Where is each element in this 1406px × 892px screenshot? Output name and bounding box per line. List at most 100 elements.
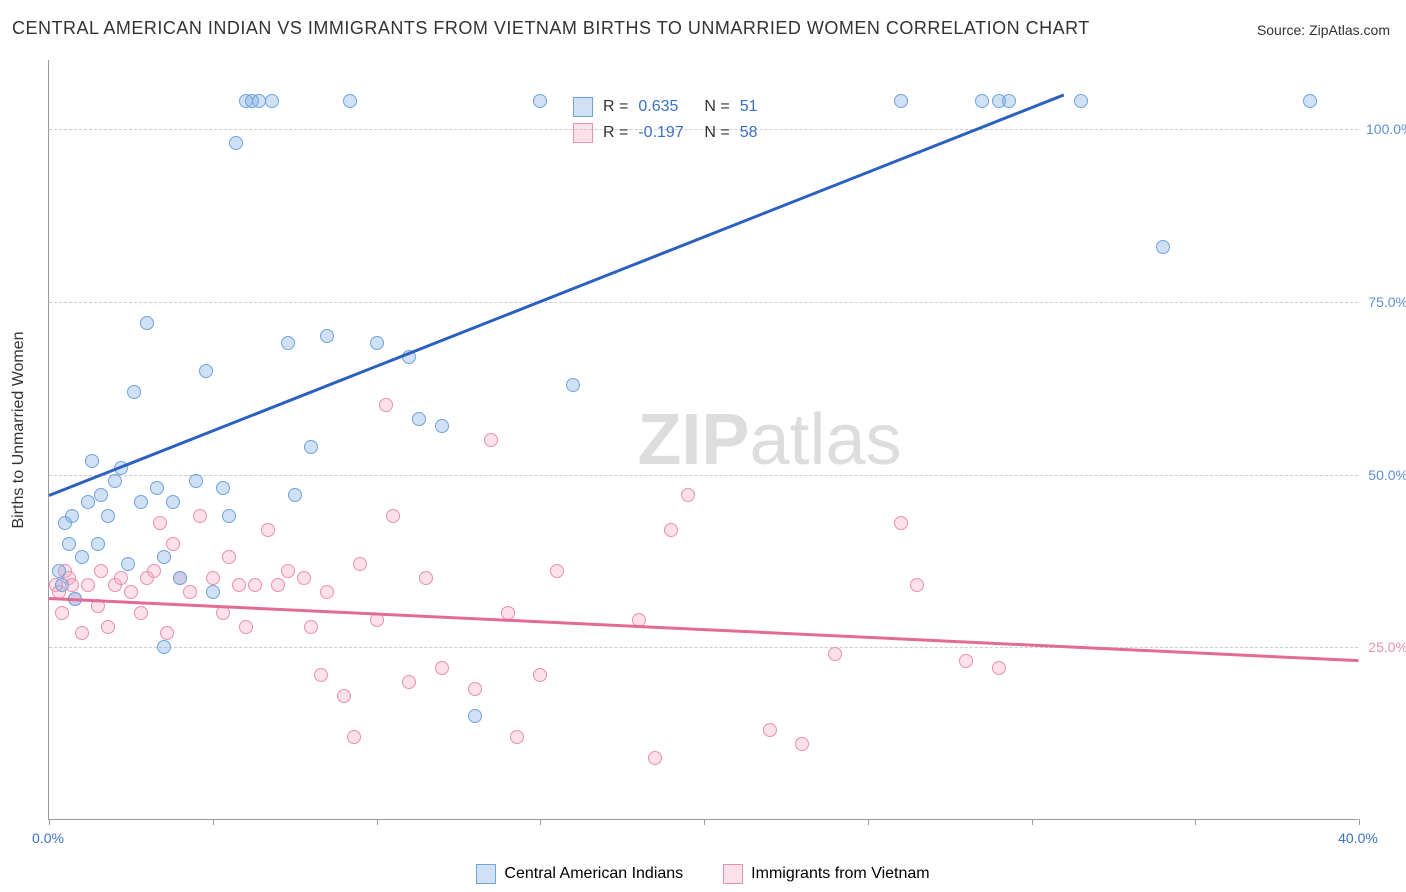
data-point	[894, 94, 908, 108]
data-point	[412, 412, 426, 426]
legend-label: Immigrants from Vietnam	[751, 865, 929, 883]
data-point	[85, 454, 99, 468]
data-point	[314, 668, 328, 682]
data-point	[173, 571, 187, 585]
data-point	[894, 516, 908, 530]
data-point	[681, 488, 695, 502]
legend-text: 58	[740, 124, 758, 142]
data-point	[320, 585, 334, 599]
data-point	[216, 481, 230, 495]
x-tick	[213, 819, 214, 825]
x-tick-label: 0.0%	[32, 830, 64, 846]
data-point	[910, 578, 924, 592]
data-point	[134, 495, 148, 509]
data-point	[193, 509, 207, 523]
legend-text: -0.197	[638, 124, 694, 142]
legend-stats-row: R = 0.635 N = 51	[573, 97, 757, 117]
data-point	[828, 647, 842, 661]
data-point	[1074, 94, 1088, 108]
data-point	[108, 474, 122, 488]
y-tick-label: 100.0%	[1366, 121, 1406, 137]
data-point	[304, 440, 318, 454]
legend-text: N =	[704, 124, 729, 142]
data-point	[52, 564, 66, 578]
legend-swatch	[723, 864, 743, 884]
data-point	[288, 488, 302, 502]
legend-text: 0.635	[638, 98, 694, 116]
watermark: ZIPatlas	[637, 399, 901, 481]
x-tick	[868, 819, 869, 825]
legend-swatch	[476, 864, 496, 884]
legend-stats-row: R = -0.197 N = 58	[573, 123, 757, 143]
data-point	[763, 723, 777, 737]
data-point	[248, 578, 262, 592]
data-point	[75, 550, 89, 564]
data-point	[533, 94, 547, 108]
data-point	[91, 537, 105, 551]
data-point	[1002, 94, 1016, 108]
data-point	[304, 620, 318, 634]
x-tick	[1032, 819, 1033, 825]
data-point	[297, 571, 311, 585]
data-point	[239, 620, 253, 634]
data-point	[261, 523, 275, 537]
data-point	[281, 336, 295, 350]
data-point	[140, 316, 154, 330]
data-point	[402, 675, 416, 689]
data-point	[94, 564, 108, 578]
legend-text: R =	[603, 124, 628, 142]
y-axis-label: Births to Unmarried Women	[10, 331, 28, 528]
x-tick	[377, 819, 378, 825]
legend-swatch	[573, 123, 593, 143]
data-point	[281, 564, 295, 578]
data-point	[550, 564, 564, 578]
trend-line	[48, 93, 1064, 497]
data-point	[160, 626, 174, 640]
data-point	[199, 364, 213, 378]
data-point	[435, 419, 449, 433]
y-tick-label: 50.0%	[1366, 467, 1406, 483]
data-point	[62, 537, 76, 551]
data-point	[222, 550, 236, 564]
data-point	[566, 378, 580, 392]
data-point	[347, 730, 361, 744]
data-point	[795, 737, 809, 751]
data-point	[114, 571, 128, 585]
data-point	[510, 730, 524, 744]
data-point	[975, 94, 989, 108]
data-point	[1156, 240, 1170, 254]
scatter-plot: 25.0%50.0%75.0%100.0%ZIPatlasR =0.635N =…	[48, 60, 1358, 820]
gridline	[49, 302, 1358, 303]
x-tick	[1359, 819, 1360, 825]
data-point	[648, 751, 662, 765]
x-tick-label: 40.0%	[1338, 830, 1378, 846]
data-point	[94, 488, 108, 502]
data-point	[127, 385, 141, 399]
data-point	[206, 585, 220, 599]
data-point	[252, 94, 266, 108]
data-point	[386, 509, 400, 523]
source-prefix: Source:	[1257, 22, 1309, 38]
data-point	[484, 433, 498, 447]
data-point	[1303, 94, 1317, 108]
data-point	[435, 661, 449, 675]
data-point	[101, 509, 115, 523]
legend-text: 51	[740, 98, 758, 116]
legend-label: Central American Indians	[504, 865, 683, 883]
data-point	[419, 571, 433, 585]
data-point	[320, 329, 334, 343]
data-point	[166, 495, 180, 509]
data-point	[337, 689, 351, 703]
legend-text: R =	[603, 98, 628, 116]
data-point	[75, 626, 89, 640]
data-point	[121, 557, 135, 571]
data-point	[81, 578, 95, 592]
legend-text: N =	[704, 98, 729, 116]
data-point	[134, 606, 148, 620]
data-point	[157, 640, 171, 654]
data-point	[124, 585, 138, 599]
data-point	[271, 578, 285, 592]
legend-swatch	[573, 97, 593, 117]
x-tick	[49, 819, 50, 825]
gridline	[49, 475, 1358, 476]
